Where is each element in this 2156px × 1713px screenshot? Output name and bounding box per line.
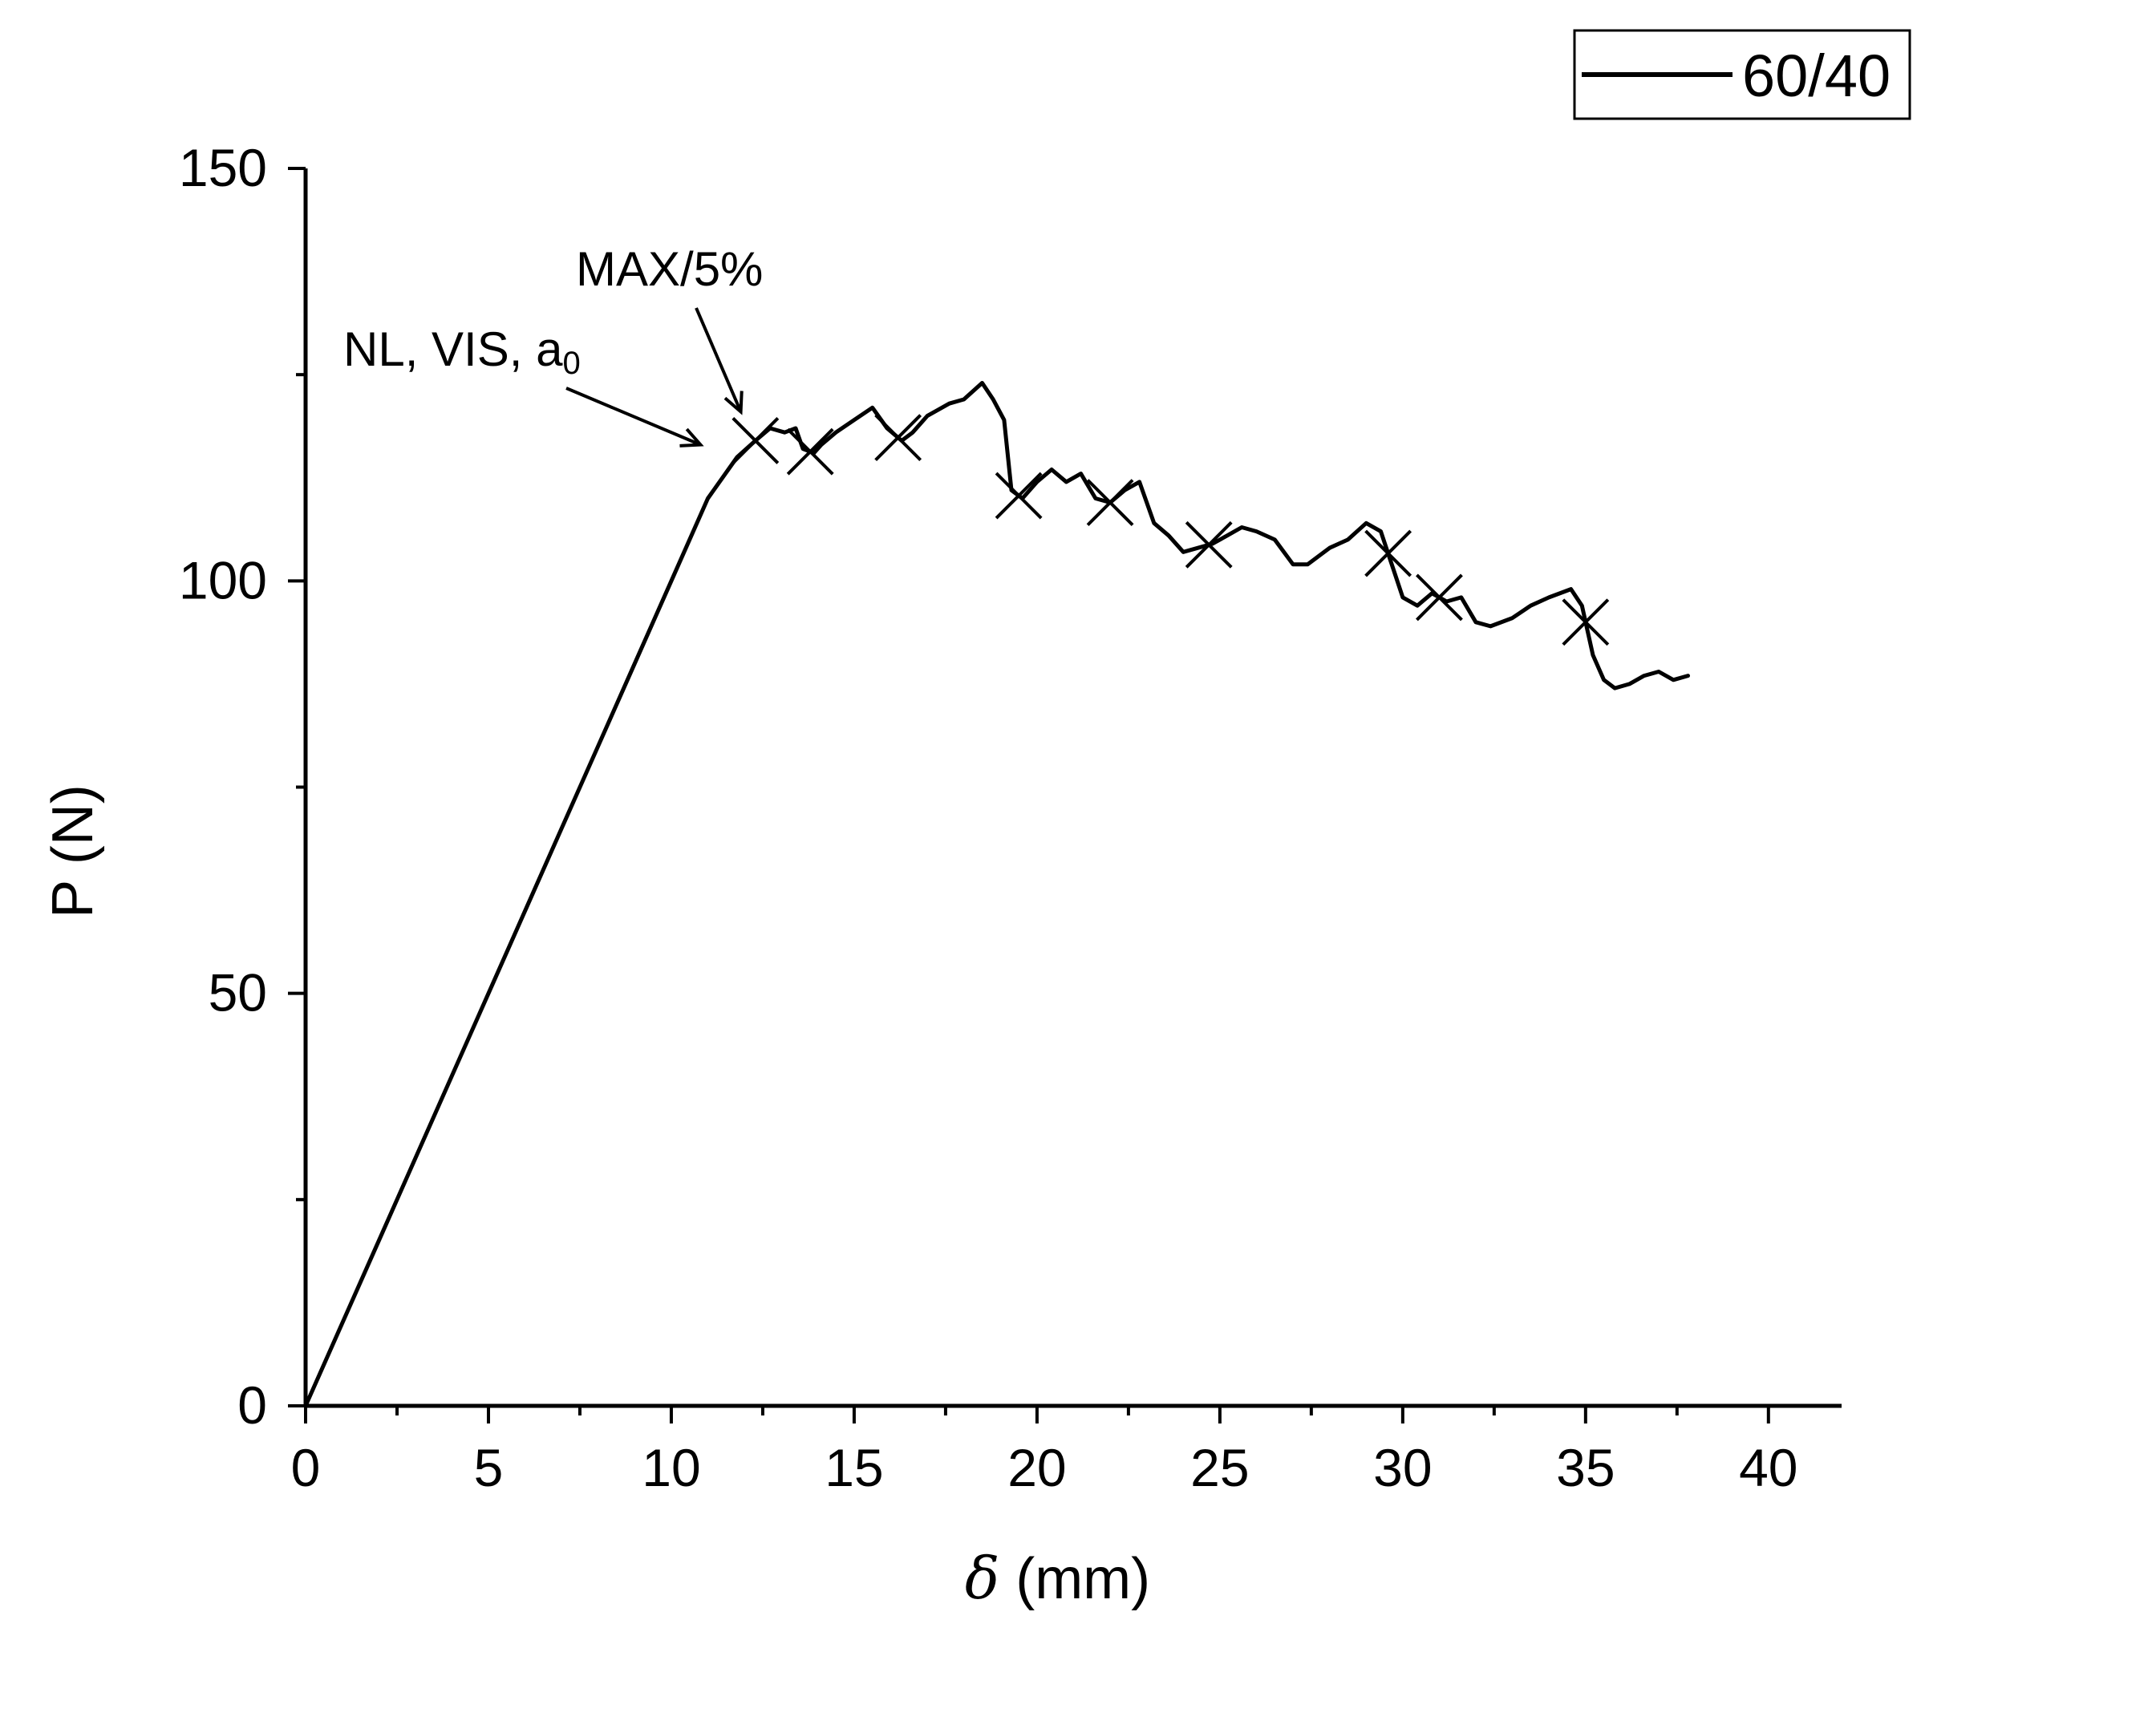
annotation-nl-arrow-head [679,427,704,447]
crack-marker-stroke-b [1185,520,1233,569]
crack-marker-stroke-b [1086,479,1134,527]
crack-marker-stroke-b [995,472,1043,520]
annotation-max-arrow [695,307,743,413]
x-tick-label: 10 [642,1438,700,1497]
y-tick-label: 100 [179,550,267,609]
annotation-layer: MAX/5% NL, VIS, a0 [343,242,763,447]
x-tick-label: 25 [1190,1438,1249,1497]
y-axis-title: P (N) [41,784,105,918]
x-tick-label: 5 [474,1438,504,1497]
crack-marker-stroke-b [786,427,834,476]
crack-marker-stroke-b [874,414,922,462]
legend: 60/40 [1573,29,1911,120]
annotation-nl-label: NL, VIS, a0 [343,322,581,381]
x-tick-label: 15 [825,1438,883,1497]
x-tick-label: 35 [1556,1438,1615,1497]
x-tick-label: 30 [1373,1438,1432,1497]
y-tick-label: 150 [179,138,267,197]
crack-marker-stroke-b [732,417,780,464]
x-tick-label: 40 [1739,1438,1797,1497]
crack-marker-stroke-b [1364,529,1412,577]
y-tick-label: 0 [237,1375,267,1435]
series-layer [303,381,1690,1408]
marker-layer [732,414,1610,646]
x-tick-label: 20 [1007,1438,1066,1497]
crack-marker-stroke-b [1562,598,1610,646]
annotation-nl-arrow [565,387,702,447]
legend-entry: 60/40 [1742,43,1891,109]
crack-marker-stroke-b [1416,573,1463,622]
y-ticks: 0 50 100 150 [179,138,306,1435]
x-axis-unit: (mm) [1015,1547,1150,1611]
annotation-max-label: MAX/5% [576,242,763,296]
series-line-60-40 [303,381,1690,1408]
x-axis-symbol: δ [965,1545,999,1612]
y-tick-label: 50 [209,963,267,1023]
annotation-max-arrow-head [723,391,744,415]
x-axis-title: δ (mm) [965,1545,1150,1612]
x-tick-label: 0 [291,1438,321,1497]
x-ticks: 0 5 10 15 20 25 30 35 40 [291,1406,1798,1497]
